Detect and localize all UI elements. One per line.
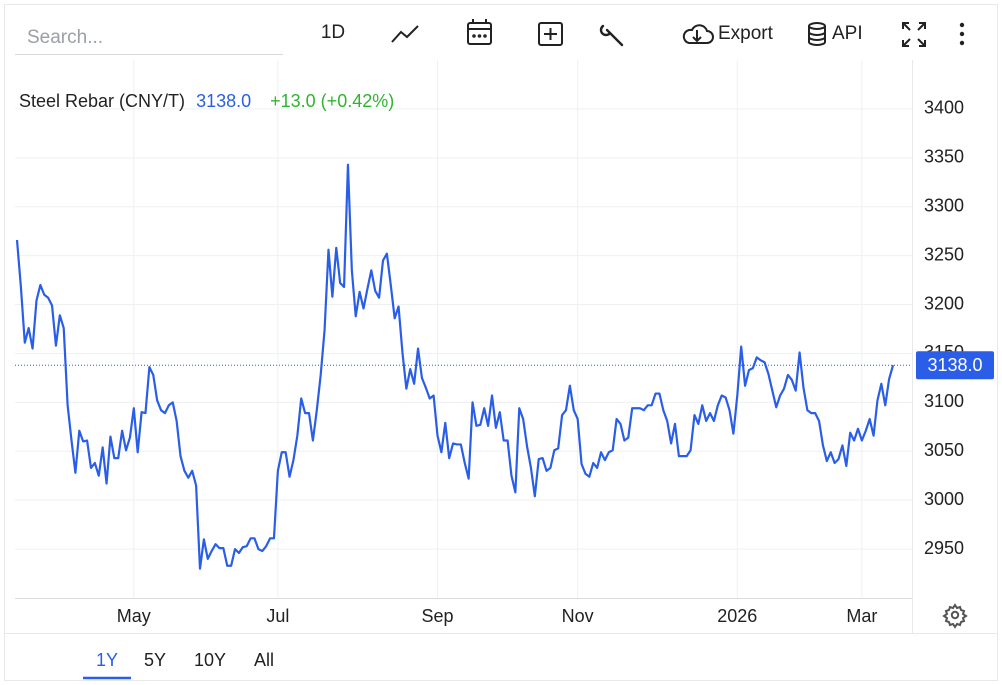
range-button[interactable]: 10Y: [194, 650, 226, 670]
plot: [15, 163, 912, 570]
y-tick-label: 3350: [924, 147, 964, 167]
price-badge-label: 3138.0: [927, 355, 982, 375]
export-icon[interactable]: [682, 24, 714, 44]
interval-button[interactable]: 1D: [321, 22, 345, 43]
y-tick-label: 3050: [924, 440, 964, 460]
tools-icon[interactable]: [599, 24, 624, 47]
x-tick-label: May: [117, 606, 151, 626]
price-line: [15, 163, 895, 570]
search-input[interactable]: Search...: [27, 27, 103, 48]
y-tick-label: 3100: [924, 391, 964, 411]
calendar-icon[interactable]: [467, 19, 492, 45]
widget-frame: [4, 4, 998, 681]
x-tick-label: Mar: [846, 606, 877, 626]
range-button[interactable]: All: [254, 650, 274, 670]
add-indicator-icon[interactable]: [538, 22, 563, 46]
api-icon[interactable]: [808, 22, 826, 46]
range-button[interactable]: 5Y: [144, 650, 166, 670]
more-menu[interactable]: [959, 22, 965, 46]
range-button[interactable]: 1Y: [96, 650, 118, 670]
x-tick-label: 2026: [717, 606, 757, 626]
series-price: 3138.0: [196, 91, 251, 111]
range-selector: 1Y 5Y 10Y All: [83, 650, 274, 680]
y-tick-label: 3200: [924, 293, 964, 313]
price-badge: [916, 351, 994, 380]
fullscreen-icon[interactable]: [902, 22, 926, 47]
chart-type-icon[interactable]: [391, 25, 419, 43]
series-title: Steel Rebar (CNY/T): [19, 91, 185, 111]
x-tick-label: Nov: [562, 606, 594, 626]
y-tick-label: 3300: [924, 195, 964, 215]
export-button[interactable]: Export: [718, 23, 774, 44]
grid: [15, 60, 912, 598]
y-tick-label: 3000: [924, 489, 964, 509]
x-tick-label: Sep: [421, 606, 453, 626]
y-tick-label: 3400: [924, 98, 964, 118]
x-tick-label: Jul: [266, 606, 289, 626]
y-tick-label: 3250: [924, 244, 964, 264]
legend-header: Steel Rebar (CNY/T) 3138.0 +13.0 (+0.42%…: [19, 91, 394, 111]
series-change: +13.0 (+0.42%): [270, 91, 394, 111]
settings-icon[interactable]: [942, 603, 968, 629]
api-button[interactable]: API: [832, 23, 863, 44]
y-tick-label: 2950: [924, 538, 964, 558]
